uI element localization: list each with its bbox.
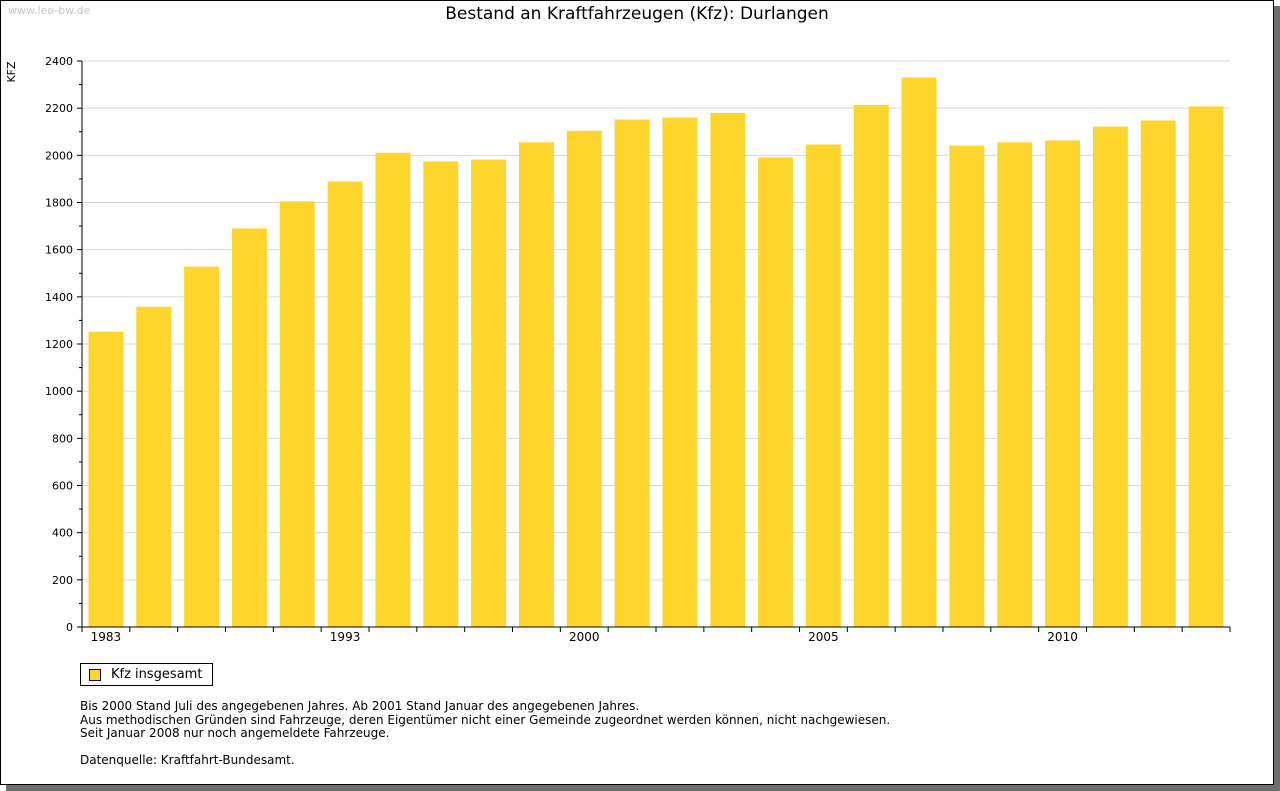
x-tick-label: 1983 — [91, 630, 122, 644]
bar — [136, 306, 172, 627]
bar — [997, 142, 1033, 628]
bar — [375, 152, 411, 627]
bar — [1092, 126, 1128, 627]
footnote-line: Bis 2000 Stand Juli des angegebenen Jahr… — [80, 699, 640, 713]
bar — [88, 331, 124, 627]
legend-label: Kfz insgesamt — [111, 667, 203, 682]
bar — [279, 201, 315, 627]
gridlines — [82, 60, 1230, 581]
footnotes: Bis 2000 Stand Juli des angegebenen Jahr… — [80, 699, 891, 741]
bar — [327, 181, 363, 627]
watermark: www.leo-bw.de — [8, 4, 91, 17]
x-tick-label: 2000 — [569, 630, 600, 644]
bar — [1045, 140, 1081, 627]
y-tick-label: 1000 — [45, 385, 73, 398]
bar — [184, 266, 220, 627]
y-tick-label: 2400 — [45, 55, 73, 68]
bar — [901, 77, 937, 628]
tick-labels: 0 200 400 600 800 1000 1200 1400 1600 1800 2000 220… — [5, 55, 1078, 644]
chart-title: Bestand an Kraftfahrzeugen (Kfz): Durlan… — [445, 4, 829, 24]
x-tick-label: 2010 — [1047, 630, 1078, 644]
y-tick-label: 2000 — [45, 149, 73, 162]
bar — [471, 159, 507, 627]
footnote-line: Aus methodischen Gründen sind Fahrzeuge,… — [80, 712, 891, 727]
data-source: Datenquelle: Kraftfahrt-Bundesamt. — [80, 753, 295, 767]
axes — [77, 60, 1231, 632]
bars — [88, 77, 1224, 628]
y-tick-label: 1600 — [45, 244, 73, 257]
y-axis-label: KFZ — [5, 61, 18, 83]
x-tick-label: 1993 — [330, 630, 361, 644]
bar — [662, 117, 698, 627]
y-tick-label: 1800 — [45, 197, 73, 210]
bar — [423, 161, 459, 627]
legend: Kfz insgesamt — [80, 663, 214, 686]
bar — [1188, 106, 1224, 628]
bar — [1140, 120, 1176, 628]
legend-swatch — [89, 668, 101, 681]
bar — [758, 157, 794, 628]
bar — [853, 104, 889, 628]
bar — [231, 228, 267, 628]
bar-chart: 0 200 400 600 800 1000 1200 1400 1600 1800 2000 220… — [5, 55, 1231, 644]
y-tick-label: 2200 — [45, 102, 73, 115]
bar — [614, 119, 650, 627]
footnote-line: Seit Januar 2008 nur noch angemeldete Fa… — [80, 726, 390, 740]
bar — [805, 144, 841, 628]
y-tick-label: 0 — [66, 621, 73, 634]
y-tick-label: 800 — [52, 432, 73, 445]
y-tick-label: 200 — [52, 574, 73, 587]
y-tick-label: 600 — [52, 480, 73, 493]
y-tick-label: 400 — [52, 527, 73, 540]
y-tick-label: 1400 — [45, 291, 73, 304]
bar — [949, 145, 985, 627]
bar — [710, 112, 746, 628]
x-tick-label: 2005 — [808, 630, 839, 644]
bar — [566, 130, 602, 627]
y-tick-label: 1200 — [45, 338, 73, 351]
bar — [518, 142, 554, 628]
